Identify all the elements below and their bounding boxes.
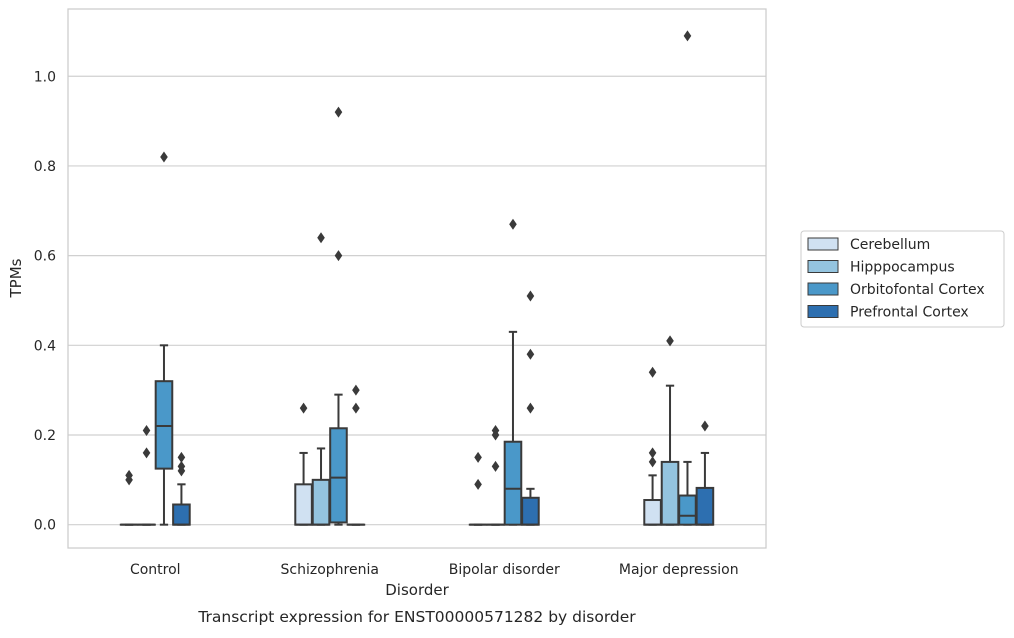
outlier-point [474,452,482,463]
box-plot [697,421,714,525]
x-tick-label: Bipolar disorder [449,562,560,578]
x-axis-label: Disorder [385,581,449,599]
x-tick-label: Major depression [619,562,739,578]
box-plot [505,219,522,525]
box-plots [121,30,713,524]
outlier-point [527,349,535,360]
box-plot [173,452,190,525]
outlier-point [527,403,535,414]
outlier-point [317,232,325,243]
legend-swatch [808,261,838,273]
legend-label: Orbitofontal Cortex [850,282,985,298]
legend-label: Hipppocampus [850,260,955,276]
outlier-point [160,151,168,162]
x-tick-labels: Control Schizophrenia Bipolar disorder Majo… [130,562,739,578]
box-iqr [644,500,661,525]
y-tick-label: 0.4 [34,338,56,354]
box-plot [348,385,365,525]
box-plot [138,425,155,525]
y-tick-label: 0.6 [34,249,56,265]
outlier-point [352,403,360,414]
chart-title: Transcript expression for ENST0000057128… [197,608,636,626]
box-plot [644,367,661,525]
y-tick-label: 0.2 [34,428,56,444]
outlier-point [649,367,657,378]
x-tick-label: Schizophrenia [281,562,379,578]
box-plot [313,232,330,524]
legend-label: Prefrontal Cortex [850,305,969,321]
legend: Cerebellum Hipppocampus Orbitofontal Corte… [801,231,1004,327]
box-iqr [330,428,347,522]
y-tick-label: 0.0 [34,518,56,534]
outlier-point [143,447,151,458]
outlier-point [492,461,500,472]
box-plot [487,425,504,525]
legend-swatch [808,283,838,295]
box-iqr [295,484,312,524]
outlier-point [666,335,674,346]
outlier-point [335,250,343,261]
outlier-point [701,421,709,432]
outlier-point [300,403,308,414]
outlier-point [352,385,360,396]
box-iqr [505,442,522,525]
box-iqr [313,480,330,525]
box-plot [470,452,487,525]
box-iqr [662,462,679,525]
outlier-point [527,290,535,301]
box-plot [330,107,347,525]
box-plot [522,290,539,524]
box-plot [156,151,173,524]
legend-label: Cerebellum [850,237,930,253]
outlier-point [143,425,151,436]
box-plot [679,30,696,524]
legend-swatch [808,306,838,318]
outlier-point [178,452,186,463]
y-tick-labels: 0.0 0.2 0.4 0.6 0.8 1.0 [34,69,56,533]
outlier-point [335,107,343,118]
box-plot [121,470,138,525]
box-iqr [173,505,190,525]
y-tick-label: 0.8 [34,159,56,175]
box-iqr [679,496,696,525]
legend-swatch [808,238,838,250]
box-iqr [156,381,173,468]
y-tick-label: 1.0 [34,69,56,85]
outlier-point [509,219,517,230]
box-iqr [697,488,714,525]
box-iqr [522,498,539,525]
outlier-point [474,479,482,490]
outlier-point [649,447,657,458]
box-plot [295,403,312,525]
y-axis-label: TPMs [7,258,25,298]
box-plot [662,335,679,524]
outlier-point [684,30,692,41]
x-tick-label: Control [130,562,181,578]
